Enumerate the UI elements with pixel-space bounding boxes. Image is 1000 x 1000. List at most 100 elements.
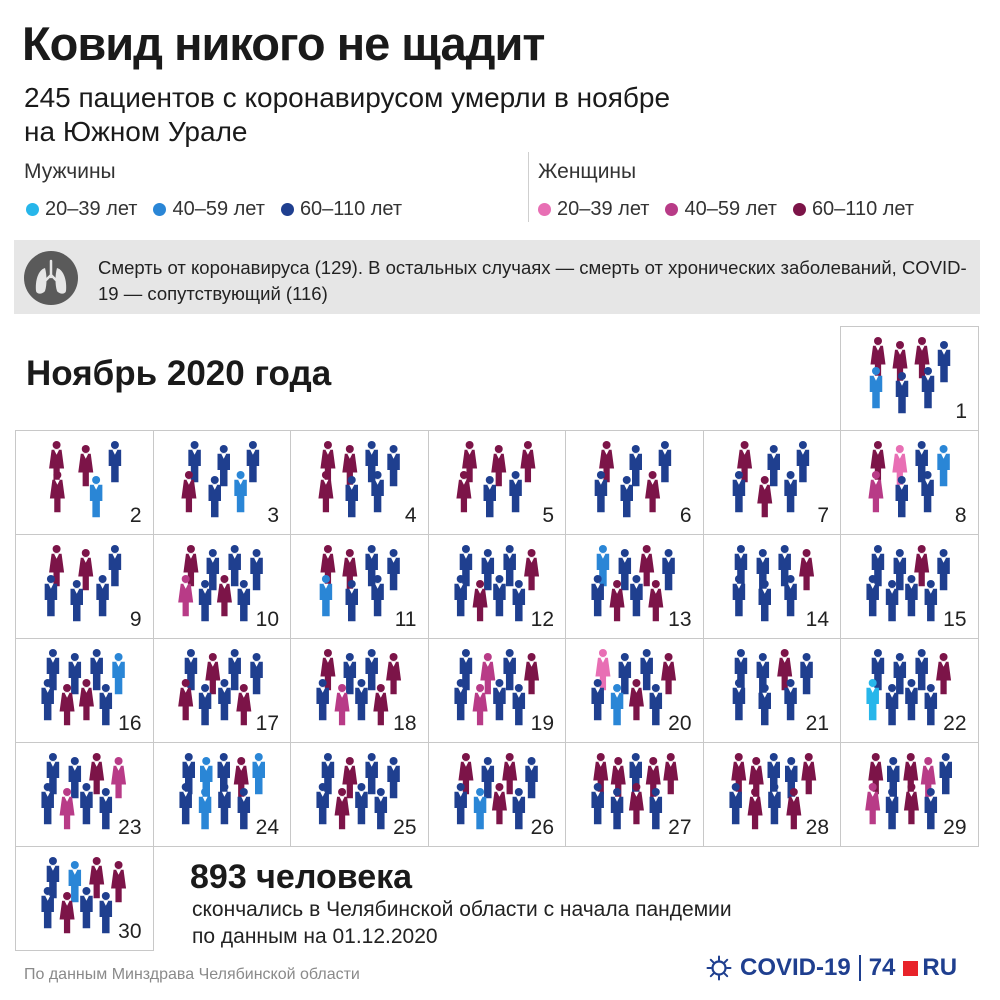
day-cell: 25 — [290, 742, 429, 847]
brand-logo: COVID-19 74 RU — [706, 954, 957, 982]
note-box — [14, 240, 980, 314]
woman-figure — [59, 788, 75, 830]
man-figure — [374, 788, 388, 830]
day-people — [866, 649, 952, 726]
woman-figure — [599, 441, 615, 483]
man-figure — [869, 367, 883, 409]
day-number: 29 — [943, 816, 967, 839]
brand-suffix: RU — [922, 954, 958, 981]
day-cell: 28 — [702, 742, 841, 847]
legend-dot — [792, 203, 806, 216]
man-figure — [885, 684, 899, 726]
day-people — [44, 545, 122, 622]
man-figure — [108, 441, 122, 483]
man-figure — [365, 753, 378, 795]
man-figure — [453, 679, 467, 721]
man-figure — [921, 471, 934, 513]
woman-figure — [49, 545, 65, 587]
woman-figure — [865, 783, 881, 825]
woman-figure — [342, 757, 358, 799]
legend-women-title: Женщины — [538, 160, 637, 183]
day-number: 20 — [668, 712, 692, 735]
man-figure — [893, 653, 907, 695]
man-figure — [905, 679, 918, 721]
man-figure — [365, 649, 378, 691]
woman-figure — [320, 441, 336, 483]
woman-figure — [868, 753, 884, 795]
stats-line-1: скончались в Челябинской области с начал… — [192, 898, 732, 921]
woman-figure — [472, 580, 488, 622]
woman-figure — [628, 679, 644, 721]
day-cell: 3 — [152, 430, 291, 535]
legend-item-men-60-110: 60–110 лет — [280, 198, 403, 221]
man-figure — [68, 861, 82, 903]
day-people — [591, 545, 675, 622]
woman-figure — [386, 653, 402, 695]
day-number: 4 — [404, 504, 417, 527]
day-people — [177, 649, 263, 726]
man-figure — [206, 549, 219, 591]
woman-figure — [49, 441, 65, 483]
day-people — [177, 545, 263, 622]
woman-figure — [756, 476, 772, 518]
day-people — [732, 441, 809, 518]
man-figure — [939, 753, 952, 795]
woman-figure — [663, 753, 679, 795]
man-figure — [649, 788, 663, 830]
day-number: 3 — [267, 504, 279, 527]
woman-figure — [523, 653, 539, 695]
woman-figure — [78, 679, 94, 721]
man-figure — [924, 684, 938, 726]
man-figure — [783, 679, 797, 721]
day-cell: 1 — [840, 326, 979, 431]
man-figure — [895, 476, 908, 518]
day-people — [41, 857, 127, 934]
woman-figure — [342, 445, 358, 487]
day-people — [319, 545, 400, 622]
woman-figure — [798, 549, 814, 591]
legend-label: 60–110 лет — [811, 198, 915, 220]
legend-item-women-40-59: 40–59 лет — [665, 198, 777, 221]
day-number: 17 — [255, 712, 279, 735]
day-cell: 21 — [702, 638, 841, 743]
calendar-title: Ноябрь 2020 года — [26, 354, 332, 393]
stats-line-2: по данным на 01.12.2020 — [192, 925, 438, 948]
man-figure — [387, 549, 400, 591]
man-figure — [208, 476, 221, 518]
woman-figure — [89, 857, 105, 899]
day-cell: 27 — [565, 742, 704, 847]
day-people — [49, 441, 122, 518]
man-figure — [866, 679, 879, 721]
day-cell: 29 — [840, 742, 979, 847]
man-figure — [343, 653, 357, 695]
day-people — [178, 753, 265, 830]
day-cell: 24 — [152, 742, 291, 847]
day-number: 15 — [943, 608, 967, 631]
man-figure — [355, 679, 368, 721]
virus-icon — [706, 955, 732, 981]
day-people — [180, 441, 259, 518]
man-figure — [610, 684, 624, 726]
woman-figure — [235, 684, 251, 726]
man-figure — [345, 580, 358, 622]
day-people — [318, 441, 400, 518]
woman-figure — [892, 341, 908, 383]
woman-figure — [490, 445, 506, 487]
man-figure — [90, 649, 103, 691]
man-figure — [99, 892, 113, 934]
day-number: 28 — [805, 816, 829, 839]
day-number: 24 — [255, 816, 279, 839]
woman-figure — [595, 649, 611, 691]
man-figure — [387, 757, 400, 799]
woman-figure — [776, 649, 792, 691]
man-figure — [630, 575, 643, 617]
woman-figure — [182, 545, 198, 587]
legend-label: 60–110 лет — [299, 198, 403, 220]
day-people — [868, 441, 950, 518]
man-figure — [620, 476, 633, 518]
legend-men: 20–39 лет 40–59 лет 60–110 лет — [26, 198, 402, 221]
woman-figure — [334, 684, 350, 726]
man-figure — [198, 788, 211, 830]
woman-figure — [936, 653, 952, 695]
day-number: 8 — [954, 504, 967, 527]
